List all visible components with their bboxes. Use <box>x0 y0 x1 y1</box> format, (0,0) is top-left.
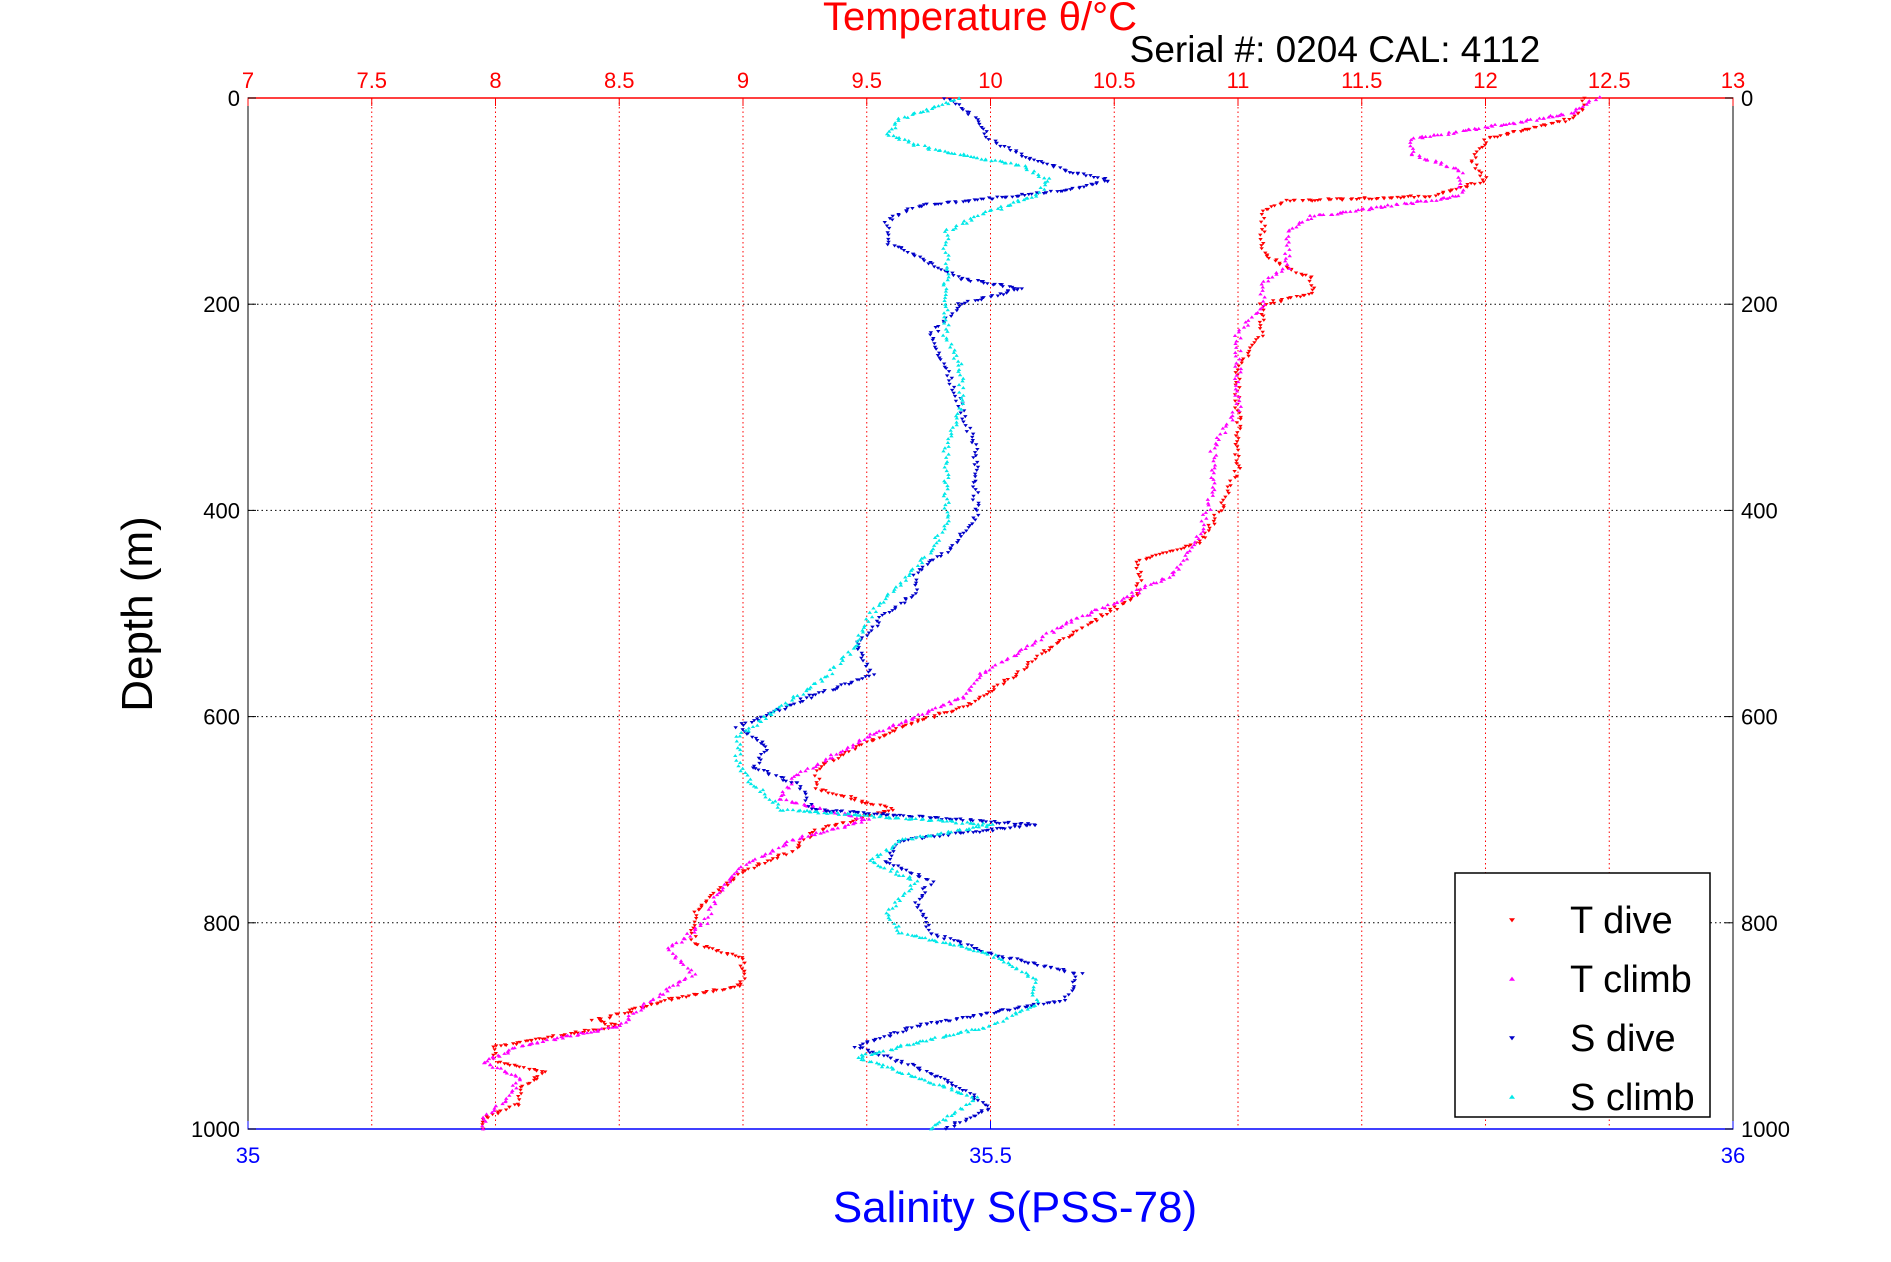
depth-tick-label: 1000 <box>191 1117 240 1142</box>
depth-tick-labels-left: 0 200 400 600 800 1000 <box>191 86 256 1142</box>
depth-tick-labels-right: 0 200 400 600 800 1000 <box>1725 86 1790 1142</box>
temperature-tick-label: 9.5 <box>851 68 882 93</box>
depth-tick-label: 600 <box>203 705 240 730</box>
temperature-tick-label: 13 <box>1721 68 1745 93</box>
chart-subtitle: Serial #: 0204 CAL: 4112 <box>1130 29 1541 70</box>
legend-label: T dive <box>1570 900 1673 942</box>
temperature-tick-label: 10 <box>978 68 1002 93</box>
depth-tick-label: 400 <box>203 498 240 523</box>
depth-tick-label: 400 <box>1741 498 1778 523</box>
depth-tick-label: 800 <box>1741 911 1778 936</box>
depth-tick-label: 200 <box>203 292 240 317</box>
depth-tick-label: 600 <box>1741 705 1778 730</box>
legend-marker-icon <box>1509 1036 1515 1041</box>
legend-marker-icon <box>1509 976 1515 981</box>
legend-label: S climb <box>1570 1077 1695 1119</box>
temperature-tick-label: 8.5 <box>604 68 635 93</box>
temperature-tick-label: 10.5 <box>1093 68 1136 93</box>
temperature-tick-label: 11 <box>1227 68 1250 93</box>
temperature-tick-label: 9 <box>737 68 749 93</box>
temperature-tick-label: 7.5 <box>356 68 387 93</box>
legend-box <box>1454 872 1711 1118</box>
legend-label: T climb <box>1570 959 1692 1001</box>
y-axis-label: Depth (m) <box>113 516 162 712</box>
salinity-tick-label: 35.5 <box>969 1143 1012 1168</box>
temperature-tick-label: 12 <box>1473 68 1497 93</box>
temperature-tick-label: 12.5 <box>1588 68 1631 93</box>
x-axis-label: Salinity S(PSS-78) <box>833 1183 1197 1232</box>
temperature-tick-labels: 7 7.5 8 8.5 9 9.5 10 10.5 11 11.5 12 12.5 13 <box>242 68 1745 106</box>
salinity-tick-labels: 35 35.5 36 <box>236 1121 1745 1168</box>
salinity-tick-label: 36 <box>1721 1143 1745 1168</box>
depth-tick-label: 0 <box>228 86 240 111</box>
chart-title: Temperature θ/°C <box>823 0 1137 39</box>
depth-tick-label: 200 <box>1741 292 1778 317</box>
depth-tick-label: 800 <box>203 911 240 936</box>
temperature-tick-label: 8 <box>489 68 501 93</box>
legend-marker-icon <box>1509 1094 1515 1099</box>
legend-label: S dive <box>1570 1018 1676 1060</box>
temperature-tick-label: 11.5 <box>1341 68 1382 93</box>
salinity-tick-label: 35 <box>236 1143 260 1168</box>
grid-lines <box>248 98 1733 1129</box>
legend-marker-icon <box>1509 918 1515 923</box>
temperature-tick-label: 7 <box>242 68 254 93</box>
depth-tick-label: 0 <box>1741 86 1753 111</box>
legend: T dive T climb S dive S climb <box>1454 872 1711 1119</box>
depth-tick-label: 1000 <box>1741 1117 1790 1142</box>
